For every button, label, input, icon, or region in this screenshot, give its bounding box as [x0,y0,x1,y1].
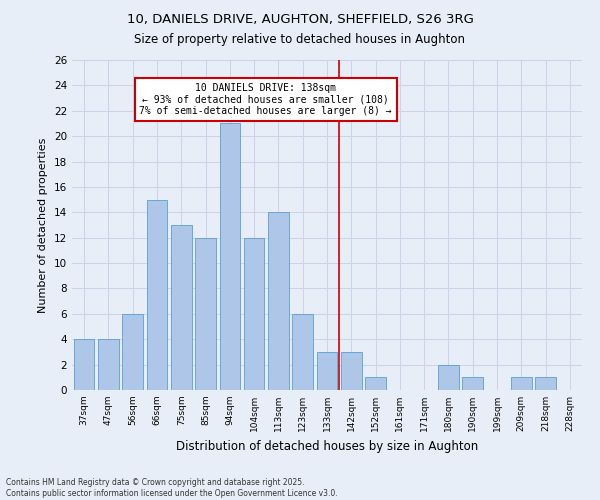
Bar [171,225,191,390]
Bar [292,314,313,390]
Bar [146,200,167,390]
Text: 10 DANIELS DRIVE: 138sqm
← 93% of detached houses are smaller (108)
7% of semi-d: 10 DANIELS DRIVE: 138sqm ← 93% of detach… [139,83,392,116]
Bar [195,238,216,390]
Bar [244,238,265,390]
X-axis label: Distribution of detached houses by size in Aughton: Distribution of detached houses by size … [176,440,478,452]
Bar [535,378,556,390]
Bar [341,352,362,390]
Bar [74,339,94,390]
Bar [463,378,483,390]
Bar [317,352,337,390]
Text: Size of property relative to detached houses in Aughton: Size of property relative to detached ho… [134,32,466,46]
Bar [268,212,289,390]
Text: 10, DANIELS DRIVE, AUGHTON, SHEFFIELD, S26 3RG: 10, DANIELS DRIVE, AUGHTON, SHEFFIELD, S… [127,12,473,26]
Bar [511,378,532,390]
Bar [220,124,240,390]
Text: Contains HM Land Registry data © Crown copyright and database right 2025.
Contai: Contains HM Land Registry data © Crown c… [6,478,338,498]
Bar [122,314,143,390]
Y-axis label: Number of detached properties: Number of detached properties [38,138,49,312]
Bar [438,364,459,390]
Bar [98,339,119,390]
Bar [365,378,386,390]
